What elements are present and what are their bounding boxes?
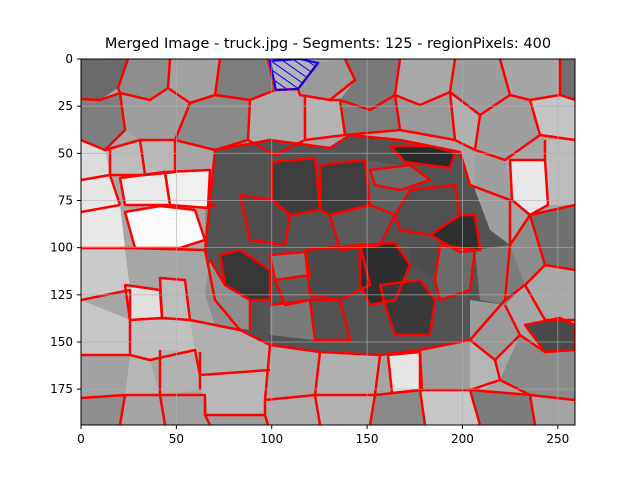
y-tick-label: 175 — [50, 382, 73, 396]
axes-frame — [80, 58, 576, 426]
y-tick-label: 25 — [58, 99, 73, 113]
x-axis: 0 50 100 150 200 250 — [77, 425, 569, 446]
x-tick-label: 0 — [77, 432, 85, 446]
x-tick-label: 150 — [356, 432, 379, 446]
y-axis: 0 25 50 75 100 125 150 175 — [50, 52, 81, 396]
y-tick-label: 0 — [65, 52, 73, 66]
x-tick-label: 250 — [546, 432, 569, 446]
y-tick-label: 100 — [50, 241, 73, 255]
x-tick-label: 200 — [451, 432, 474, 446]
y-tick-label: 75 — [58, 193, 73, 207]
x-tick-label: 50 — [169, 432, 184, 446]
chart-title: Merged Image - truck.jpg - Segments: 125… — [105, 36, 551, 52]
y-tick-label: 50 — [58, 146, 73, 160]
x-tick-label: 100 — [260, 432, 283, 446]
y-tick-label: 125 — [50, 288, 73, 302]
y-tick-label: 150 — [50, 335, 73, 349]
segmented-image — [81, 59, 575, 425]
